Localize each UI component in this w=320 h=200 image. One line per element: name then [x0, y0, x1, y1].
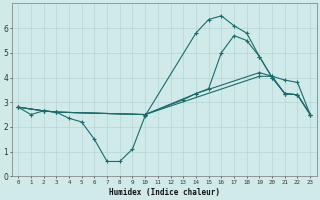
X-axis label: Humidex (Indice chaleur): Humidex (Indice chaleur)	[109, 188, 220, 197]
